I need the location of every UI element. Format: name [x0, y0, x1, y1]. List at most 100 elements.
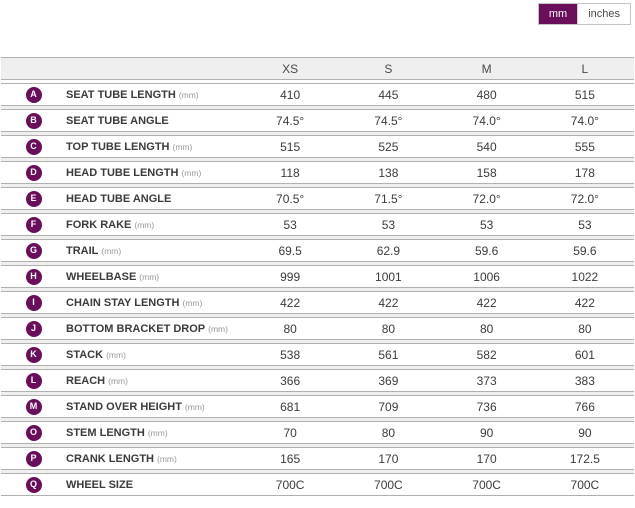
row-value-l: 601: [574, 347, 595, 362]
row-value-m: 736: [476, 399, 497, 414]
table-row: M STAND OVER HEIGHT (mm) 681 709 736 766: [1, 395, 634, 418]
row-letter-badge: I: [25, 294, 42, 311]
row-letter-badge: G: [25, 242, 42, 259]
badge-cell: I: [1, 294, 66, 311]
row-value-s: 525: [378, 139, 399, 154]
row-value-l: 1022: [571, 269, 599, 284]
table-row: F FORK RAKE (mm) 53 53 53 53: [1, 213, 634, 236]
row-value-l: 53: [578, 217, 592, 232]
row-value-m: 53: [479, 217, 494, 232]
row-value-xs: 74.5°: [276, 113, 305, 128]
row-label: STACK: [66, 348, 104, 361]
row-value-m: 582: [476, 347, 497, 362]
label-cell: STEM LENGTH (mm): [66, 427, 241, 439]
row-unit: (mm): [134, 219, 155, 230]
table-row: B SEAT TUBE ANGLE 74.5° 74.5° 74.0° 74.0…: [1, 109, 634, 132]
row-value-m: 700C: [472, 477, 501, 492]
row-value-l: 90: [578, 425, 592, 440]
size-header-m: M: [481, 61, 492, 76]
row-value-xs: 538: [280, 347, 301, 362]
badge-cell: P: [1, 450, 66, 467]
row-label: HEAD TUBE LENGTH: [66, 166, 179, 179]
row-value-s: 700C: [374, 477, 403, 492]
row-letter-badge: D: [25, 164, 42, 181]
row-value-s: 80: [381, 321, 396, 336]
row-value-xs: 410: [280, 87, 301, 102]
unit-mm-button[interactable]: mm: [538, 4, 578, 24]
row-value-m: 90: [479, 425, 494, 440]
row-letter-badge: E: [25, 190, 42, 207]
table-row: A SEAT TUBE LENGTH (mm) 410 445 480 515: [1, 83, 634, 106]
row-value-m: 158: [476, 165, 497, 180]
row-value-l: 555: [574, 139, 595, 154]
geometry-rows: A SEAT TUBE LENGTH (mm) 410 445 480 515 …: [1, 83, 634, 496]
row-value-xs: 999: [280, 269, 301, 284]
row-value-s: 74.5°: [374, 113, 403, 128]
row-value-l: 383: [574, 373, 595, 388]
label-cell: WHEELBASE (mm): [66, 271, 241, 283]
row-value-xs: 700C: [275, 477, 305, 492]
size-header-s: S: [384, 61, 393, 76]
badge-cell: B: [1, 112, 66, 129]
row-letter-badge: L: [25, 372, 42, 389]
row-value-l: 700C: [570, 477, 600, 492]
row-label: WHEELBASE: [66, 270, 137, 283]
label-cell: SEAT TUBE LENGTH (mm): [66, 89, 241, 101]
row-unit: (mm): [182, 297, 203, 308]
row-unit: (mm): [181, 167, 202, 178]
row-unit: (mm): [178, 89, 199, 100]
row-unit: (mm): [108, 375, 128, 386]
row-unit: (mm): [139, 271, 160, 282]
unit-inches-button[interactable]: inches: [577, 4, 630, 24]
row-label: CHAIN STAY LENGTH: [66, 296, 180, 309]
label-cell: TRAIL (mm): [66, 245, 241, 257]
unit-toggle: mm inches: [537, 3, 631, 25]
row-value-m: 59.6: [474, 243, 499, 258]
row-value-l: 178: [574, 165, 595, 180]
row-value-s: 80: [381, 425, 396, 440]
row-unit: (mm): [157, 453, 177, 464]
row-value-m: 72.0°: [472, 191, 501, 206]
table-row: H WHEELBASE (mm) 999 1001 1006 1022: [1, 265, 634, 288]
label-cell: STAND OVER HEIGHT (mm): [66, 401, 241, 413]
label-cell: HEAD TUBE LENGTH (mm): [66, 167, 241, 179]
row-value-l: 172.5: [569, 451, 600, 466]
row-value-m: 74.0°: [472, 113, 501, 128]
table-row: J BOTTOM BRACKET DROP (mm) 80 80 80 80: [1, 317, 634, 340]
row-value-xs: 165: [280, 451, 301, 466]
row-label: HEAD TUBE ANGLE: [66, 192, 172, 205]
row-value-xs: 80: [283, 321, 297, 336]
row-value-m: 170: [476, 451, 497, 466]
row-label: WHEEL SIZE: [66, 478, 134, 491]
row-value-s: 62.9: [376, 243, 401, 258]
row-value-l: 59.6: [573, 243, 597, 258]
badge-cell: F: [1, 216, 66, 233]
row-letter-badge: B: [25, 112, 42, 129]
badge-cell: H: [1, 268, 66, 285]
row-unit: (mm): [208, 323, 228, 334]
badge-cell: Q: [1, 476, 66, 493]
row-value-xs: 118: [280, 165, 300, 180]
row-letter-badge: M: [25, 398, 42, 415]
badge-cell: E: [1, 190, 66, 207]
row-value-s: 170: [378, 451, 399, 466]
geometry-table: XS S M L A SEAT TUBE LENGTH (mm) 410 445…: [1, 57, 634, 496]
label-cell: CRANK LENGTH (mm): [66, 453, 241, 465]
table-row: C TOP TUBE LENGTH (mm) 515 525 540 555: [1, 135, 634, 158]
row-unit: (mm): [101, 245, 122, 256]
label-cell: WHEEL SIZE: [66, 479, 241, 491]
row-value-s: 445: [378, 87, 399, 102]
row-letter-badge: C: [25, 138, 42, 155]
size-header-l: L: [581, 61, 589, 76]
badge-cell: O: [1, 424, 66, 441]
table-row: D HEAD TUBE LENGTH (mm) 118 138 158 178: [1, 161, 634, 184]
row-value-xs: 366: [280, 373, 301, 388]
row-value-l: 766: [574, 399, 595, 414]
row-value-xs: 422: [280, 295, 301, 310]
label-cell: SEAT TUBE ANGLE: [66, 115, 241, 127]
row-unit: (mm): [172, 141, 193, 152]
row-label: FORK RAKE: [66, 218, 132, 231]
row-value-m: 1006: [473, 269, 500, 284]
row-value-xs: 515: [280, 139, 301, 154]
badge-cell: C: [1, 138, 66, 155]
